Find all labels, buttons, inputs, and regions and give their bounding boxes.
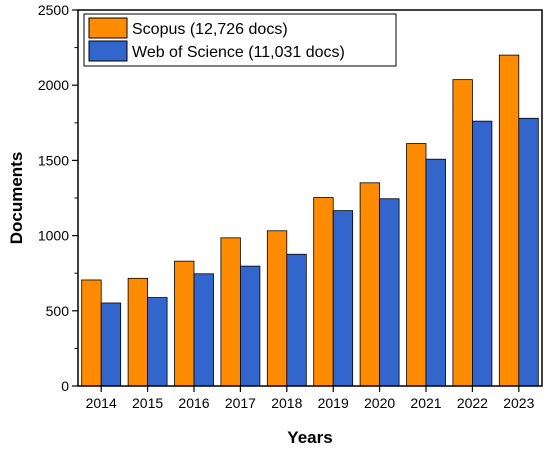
y-tick-label: 0 <box>61 378 69 394</box>
bar-wos-2019 <box>332 210 354 387</box>
legend-label-scopus: Scopus (12,726 docs) <box>132 21 288 38</box>
y-tick-label: 2000 <box>38 77 69 93</box>
y-tick-label: 1500 <box>38 152 69 168</box>
bar-wos-2014 <box>100 302 122 387</box>
legend-label-wos: Web of Science (11,031 docs) <box>132 44 345 61</box>
axis-ticks: 0 500 1000 1500 2000 2500 2014 2015 2016 2017 2018… <box>38 2 535 411</box>
x-tick-label: 2015 <box>132 395 163 411</box>
bar-scopus-2016 <box>174 260 195 387</box>
plot-area <box>81 54 539 387</box>
bar-wos-2016 <box>193 273 214 387</box>
x-tick-label: 2016 <box>178 395 209 411</box>
bar-wos-2021 <box>425 158 446 387</box>
bar-wos-2015 <box>147 297 168 387</box>
x-tick-label: 2019 <box>318 395 349 411</box>
bar-scopus-2018 <box>266 230 288 387</box>
bar-scopus-2015 <box>127 277 149 387</box>
bar-scopus-2023 <box>498 54 520 387</box>
bar-scopus-2022 <box>452 79 473 387</box>
legend-swatch-wos <box>88 40 128 62</box>
legend-box <box>83 13 397 67</box>
bar-scopus-2014 <box>81 279 102 387</box>
legend-swatch-scopus <box>88 17 128 39</box>
bar-wos-2017 <box>239 265 261 387</box>
y-axis-title: Documents <box>7 152 26 245</box>
x-tick-label: 2017 <box>225 395 256 411</box>
x-tick-label: 2018 <box>271 395 302 411</box>
x-tick-label: 2021 <box>410 395 441 411</box>
x-tick-label: 2022 <box>457 395 488 411</box>
x-tick-label: 2014 <box>86 395 117 411</box>
legend: Scopus (12,726 docs) Web of Science (11,… <box>83 13 397 67</box>
bar-scopus-2019 <box>313 197 334 387</box>
y-tick-label: 1000 <box>38 228 69 244</box>
bar-scopus-2017 <box>220 237 241 387</box>
y-tick-label: 500 <box>46 303 70 319</box>
bar-wos-2020 <box>379 198 400 387</box>
y-tick-label: 2500 <box>38 2 69 18</box>
bar-scopus-2020 <box>359 182 381 387</box>
x-tick-label: 2023 <box>503 395 534 411</box>
bar-wos-2018 <box>286 253 307 387</box>
bar-wos-2023 <box>518 117 539 387</box>
bar-scopus-2021 <box>406 143 427 387</box>
x-tick-label: 2020 <box>364 395 395 411</box>
bar-wos-2022 <box>471 120 493 387</box>
x-axis-title: Years <box>287 428 332 447</box>
